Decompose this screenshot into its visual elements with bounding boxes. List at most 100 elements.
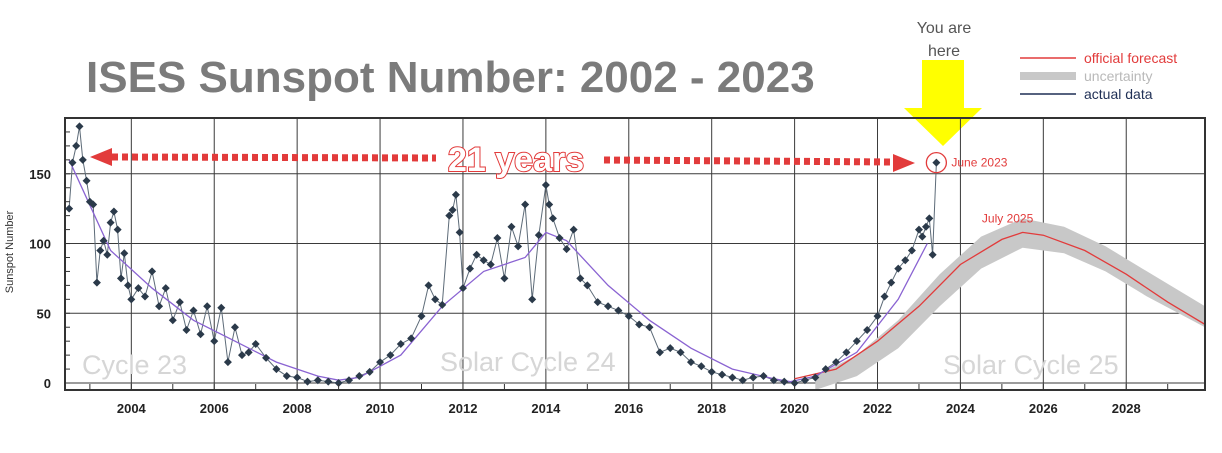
forecast-peak-label: July 2025 <box>982 211 1034 225</box>
data-point <box>168 316 177 325</box>
data-point <box>842 348 851 357</box>
data-point <box>486 260 495 269</box>
data-point <box>293 373 302 382</box>
data-point <box>697 362 706 371</box>
data-point <box>534 231 543 240</box>
data-point <box>928 250 937 259</box>
data-point <box>655 348 664 357</box>
data-point <box>334 379 343 388</box>
you-are-here-line-1: You are <box>917 20 972 37</box>
plot-frame <box>64 117 1206 391</box>
data-point <box>925 214 934 223</box>
data-point <box>120 249 129 258</box>
data-point <box>676 348 685 357</box>
data-point <box>521 200 530 209</box>
cycle-25-label: Solar Cycle 25 <box>943 350 1119 380</box>
y-axis-label: Sunspot Number <box>4 210 16 293</box>
data-point <box>914 225 923 234</box>
data-point <box>365 367 374 376</box>
data-point <box>514 242 523 251</box>
data-point <box>728 373 737 382</box>
x-tick-label: 2006 <box>200 401 229 416</box>
data-point <box>103 250 112 259</box>
data-point <box>272 365 281 374</box>
data-point <box>109 207 118 216</box>
data-point <box>75 122 84 131</box>
data-point <box>324 377 333 386</box>
data-point <box>583 281 592 290</box>
data-point <box>562 245 571 254</box>
x-tick-label: 2026 <box>1029 401 1058 416</box>
data-point <box>65 204 74 213</box>
data-point <box>624 312 633 321</box>
data-point <box>666 344 675 353</box>
legend-forecast-label: official forecast <box>1084 50 1177 66</box>
smoothed-layer <box>68 159 928 383</box>
x-tick-label: 2024 <box>946 401 976 416</box>
span-arrow-right-head-icon <box>893 154 915 172</box>
data-point <box>89 200 98 209</box>
data-point <box>448 206 457 215</box>
span-years-label: 21 years <box>448 141 584 179</box>
data-point <box>738 376 747 385</box>
data-point <box>238 351 247 360</box>
x-tick-label: 2018 <box>697 401 726 416</box>
data-point <box>863 326 872 335</box>
x-tick-label: 2022 <box>863 401 892 416</box>
data-point <box>344 376 353 385</box>
y-tick-label: 100 <box>29 237 51 252</box>
data-point <box>424 281 433 290</box>
chart-title: ISES Sunspot Number: 2002 - 2023 <box>86 53 815 102</box>
data-point <box>386 351 395 360</box>
data-point <box>451 190 460 199</box>
data-point <box>134 284 143 293</box>
legend: official forecast uncertainty actual dat… <box>1020 50 1177 102</box>
data-point <box>141 292 150 301</box>
data-point <box>472 250 481 259</box>
span-arrow-right-shaft <box>603 156 894 166</box>
data-point <box>355 372 364 381</box>
data-point <box>127 295 136 304</box>
data-point <box>407 334 416 343</box>
uncertainty-layer <box>815 218 1205 390</box>
cycle-23-label: Cycle 23 <box>82 350 187 380</box>
y-tick-label: 0 <box>44 376 51 391</box>
data-point <box>262 353 271 362</box>
data-point <box>303 377 312 386</box>
data-point <box>769 376 778 385</box>
data-point <box>614 306 623 315</box>
data-point <box>92 278 101 287</box>
data-point <box>852 337 861 346</box>
data-point <box>161 284 170 293</box>
span-arrow: 21 years <box>90 140 915 180</box>
data-point <box>635 320 644 329</box>
data-point <box>604 302 613 311</box>
data-point <box>686 358 695 367</box>
cycle-labels: Cycle 23 Solar Cycle 24 Solar Cycle 25 <box>82 347 1119 380</box>
data-point <box>96 246 105 255</box>
data-point <box>873 312 882 321</box>
data-point <box>155 302 164 311</box>
data-point <box>821 365 830 374</box>
x-tick-label: 2016 <box>614 401 643 416</box>
data-point <box>116 274 125 283</box>
data-point <box>790 379 799 388</box>
data-point <box>922 222 931 231</box>
data-point <box>707 367 716 376</box>
data-point <box>832 358 841 367</box>
data-point <box>894 264 903 273</box>
y-tick-label: 50 <box>37 306 51 321</box>
x-tick-label: 2004 <box>117 401 147 416</box>
data-point <box>396 339 405 348</box>
x-tick-label: 2020 <box>780 401 809 416</box>
data-point <box>479 256 488 265</box>
data-point <box>907 246 916 255</box>
data-point <box>541 180 550 189</box>
data-points <box>65 122 941 388</box>
data-point <box>99 236 108 245</box>
data-point <box>759 372 768 381</box>
you-are-here-label: You are here <box>917 20 972 60</box>
data-point <box>932 158 941 167</box>
data-point <box>148 267 157 276</box>
